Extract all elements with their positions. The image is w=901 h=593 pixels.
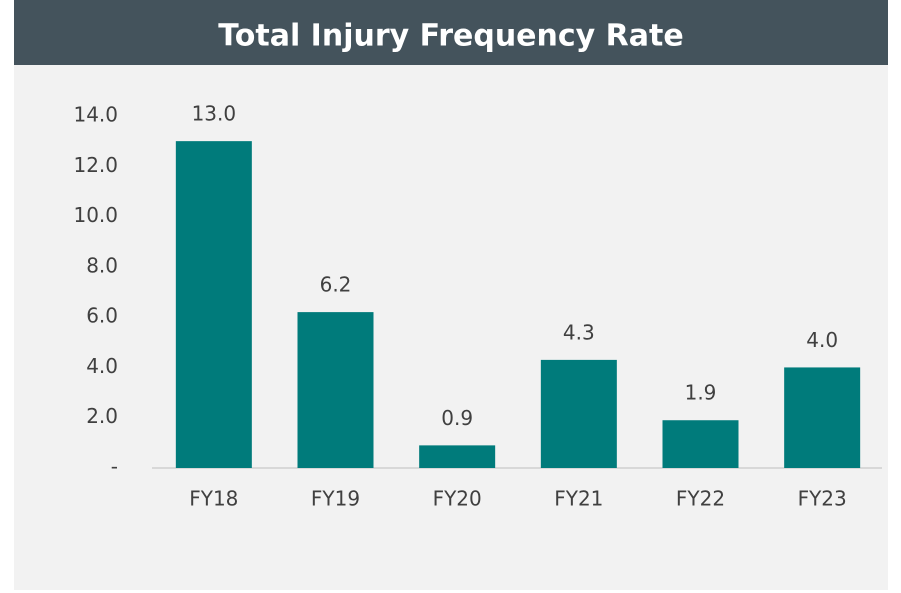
data-label: 6.2 bbox=[320, 273, 352, 297]
y-tick-label: 4.0 bbox=[86, 354, 118, 378]
data-label: 4.3 bbox=[563, 320, 595, 344]
data-label: 0.9 bbox=[441, 406, 473, 430]
x-tick-label: FY22 bbox=[676, 487, 725, 511]
bar bbox=[297, 312, 374, 468]
plot-background bbox=[14, 65, 888, 590]
x-tick-label: FY20 bbox=[433, 487, 482, 511]
x-tick-label: FY21 bbox=[554, 487, 603, 511]
y-tick-label: 8.0 bbox=[86, 253, 118, 277]
x-tick-label: FY19 bbox=[311, 487, 360, 511]
bar bbox=[662, 420, 739, 468]
chart-title: Total Injury Frequency Rate bbox=[218, 19, 683, 54]
x-tick-label: FY18 bbox=[189, 487, 238, 511]
bar bbox=[175, 141, 252, 468]
y-tick-label: - bbox=[111, 455, 118, 479]
y-tick-label: 14.0 bbox=[73, 103, 118, 127]
y-tick-label: 2.0 bbox=[86, 404, 118, 428]
bar bbox=[784, 367, 861, 468]
data-label: 13.0 bbox=[192, 102, 237, 126]
x-tick-label: FY23 bbox=[798, 487, 847, 511]
data-label: 4.0 bbox=[806, 328, 838, 352]
bar bbox=[540, 359, 617, 468]
y-tick-label: 10.0 bbox=[73, 203, 118, 227]
data-label: 1.9 bbox=[685, 381, 717, 405]
y-tick-label: 12.0 bbox=[73, 153, 118, 177]
title-bar bbox=[14, 0, 888, 65]
bar bbox=[419, 445, 496, 468]
y-tick-label: 6.0 bbox=[86, 304, 118, 328]
